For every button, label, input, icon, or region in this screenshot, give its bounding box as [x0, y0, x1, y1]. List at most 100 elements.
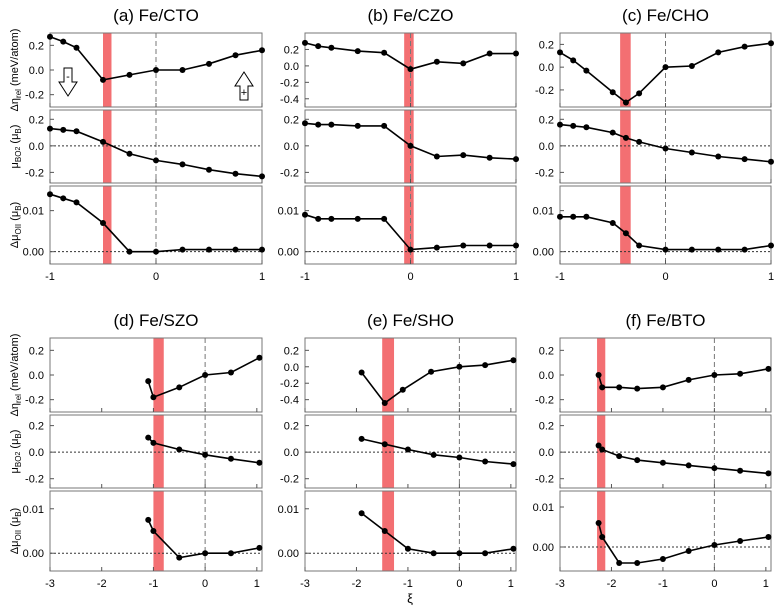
x-tick-label: -1	[403, 578, 413, 590]
y-tick-label: 0.0	[284, 362, 299, 374]
data-point	[433, 153, 440, 160]
x-tick-label: 1	[508, 578, 514, 590]
data-point	[659, 384, 666, 391]
panel-5-0: 0.2 0.0 -0.2	[535, 337, 772, 413]
chart-1: (b) Fe/CZO0.20.0-0.2-0.40.20.0-0.20.010.…	[278, 6, 519, 283]
y-axis-label-part: BO	[14, 151, 23, 163]
data-point	[583, 124, 590, 131]
data-point	[616, 560, 623, 566]
y-axis-label-part: (μ	[9, 134, 21, 147]
y-tick-label: 0.2	[29, 345, 44, 357]
y-axis-label-part: (μ	[9, 211, 21, 224]
data-point	[302, 39, 308, 46]
y-axis-label-0-2: ΔμOII (μB)	[9, 202, 23, 248]
chart-2: (c) Fe/CHO 0.2 0.0 -0.2 0.2 0.0 -0.2 0.01 0.00-1…	[533, 6, 774, 283]
panel-4-0: 0.2 0.0 -0.2 -0.4	[280, 337, 517, 413]
data-point	[634, 385, 641, 392]
polarization-arrows: -+	[58, 67, 254, 101]
data-point	[510, 545, 517, 552]
y-tick-label: 0.2	[539, 345, 554, 357]
data-point	[768, 158, 774, 165]
chart-title: (b) Fe/CZO	[368, 6, 454, 25]
y-tick-label: -0.2	[25, 90, 44, 102]
y-tick-label: 0.01	[23, 206, 44, 218]
highlight-band	[103, 33, 112, 107]
data-point	[176, 384, 183, 391]
data-point	[206, 246, 212, 253]
y-tick-label: 0.2	[284, 44, 299, 56]
y-tick-label: 0.0	[539, 370, 554, 382]
data-point	[232, 170, 239, 177]
highlight-band	[103, 110, 112, 183]
data-point	[100, 219, 106, 226]
data-point	[634, 560, 641, 566]
data-point	[206, 166, 212, 173]
data-point	[100, 76, 106, 83]
panel-2-1: 0.2 0.0 -0.2	[535, 109, 774, 184]
data-point	[659, 459, 666, 466]
data-point	[599, 534, 606, 540]
data-point	[486, 50, 493, 57]
x-tick-label: 0	[662, 271, 668, 283]
y-axis-label-part: (meV/atom)	[9, 29, 21, 90]
y-axis-label-part: 2	[15, 452, 22, 456]
data-point	[688, 63, 695, 70]
y-axis-label-part: (μ	[9, 439, 21, 452]
y-tick-label: 0.2	[29, 40, 44, 52]
y-axis-label-part: (meV/atom)	[9, 334, 21, 395]
x-tick-label: 0	[407, 271, 413, 283]
data-point	[126, 248, 133, 255]
y-axis-label-part: B	[14, 205, 23, 210]
series-line	[304, 122, 517, 160]
data-point	[456, 454, 463, 461]
data-point	[232, 52, 239, 59]
data-point	[430, 451, 437, 458]
y-axis-label-3-2: ΔμOII (μB)	[9, 508, 23, 554]
panel-1-2: 0.01 0.00	[278, 185, 519, 265]
data-point	[636, 242, 643, 249]
data-point	[765, 470, 772, 477]
data-point	[659, 556, 666, 562]
y-axis-label-part: 2	[15, 147, 22, 151]
x-tick-label: -3	[300, 578, 310, 590]
data-point	[737, 370, 744, 377]
data-point	[557, 49, 563, 56]
x-tick-label: 1	[259, 271, 265, 283]
y-tick-label: 0.0	[284, 141, 299, 153]
data-point	[570, 213, 577, 220]
series-line	[304, 42, 516, 71]
data-point	[73, 44, 80, 51]
data-point	[145, 516, 152, 523]
y-tick-label: 0.00	[23, 548, 44, 560]
y-axis-label-part: rel	[14, 394, 23, 403]
data-point	[256, 354, 263, 361]
y-axis-label-text: ΔμOII (μB)	[9, 508, 23, 554]
y-tick-label: -0.2	[535, 474, 554, 486]
data-point	[428, 368, 435, 375]
data-point	[73, 199, 80, 206]
data-point	[328, 121, 335, 128]
data-point	[685, 462, 692, 469]
highlight-band	[382, 338, 395, 412]
panel-0-0: 0.2 0.0 -0.2	[25, 32, 265, 108]
y-axis-label-part: )	[9, 202, 21, 206]
data-point	[404, 545, 411, 552]
x-tick-label: -2	[352, 578, 362, 590]
data-point	[583, 67, 590, 74]
data-point	[179, 161, 186, 168]
data-point	[456, 550, 463, 557]
data-point	[737, 538, 744, 544]
data-point	[482, 362, 489, 369]
data-point	[381, 122, 388, 129]
data-point	[60, 38, 67, 45]
data-point	[150, 528, 157, 534]
data-point	[256, 544, 263, 551]
y-tick-label: 0.0	[29, 370, 44, 382]
data-point	[399, 386, 406, 393]
y-tick-label: 0.2	[29, 421, 44, 433]
data-point	[259, 246, 265, 253]
y-axis-label-0-0: Δηrel (meV/atom)	[9, 29, 23, 112]
y-tick-label: 0.01	[533, 502, 554, 514]
chart-title: (d) Fe/SZO	[113, 311, 198, 330]
data-point	[407, 142, 414, 149]
